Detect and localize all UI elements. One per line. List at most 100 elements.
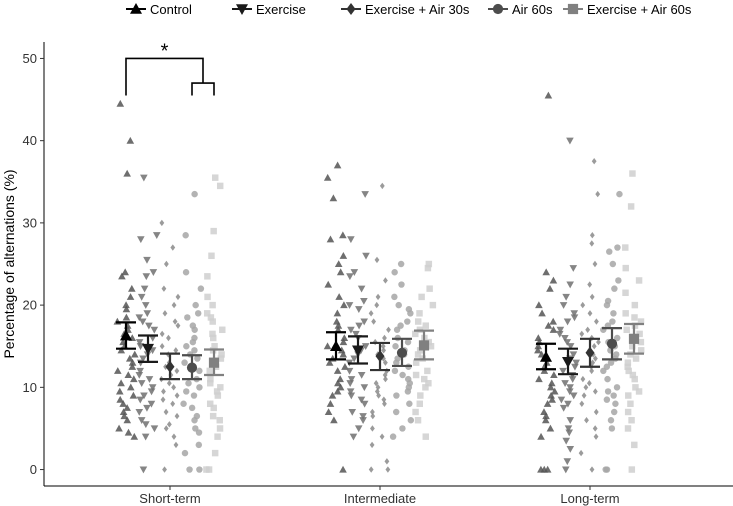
significance-bracket — [125, 57, 204, 96]
data-point — [211, 342, 218, 350]
data-point — [339, 350, 348, 358]
data-point — [361, 191, 369, 198]
data-point — [113, 367, 122, 374]
data-point — [549, 325, 558, 333]
data-point — [137, 293, 146, 301]
data-point — [333, 309, 342, 317]
data-point — [209, 330, 216, 338]
data-point — [385, 466, 391, 473]
data-point — [563, 318, 572, 326]
data-point — [116, 395, 125, 403]
data-point — [375, 293, 381, 301]
data-point — [218, 351, 225, 358]
data-point — [171, 384, 177, 391]
data-point — [566, 417, 575, 425]
data-point — [195, 429, 203, 436]
data-point — [191, 416, 198, 424]
data-point — [383, 277, 388, 284]
data-point — [538, 309, 546, 317]
data-point — [635, 277, 643, 284]
data-point — [347, 376, 356, 383]
data-point — [579, 330, 585, 338]
data-point — [592, 388, 598, 395]
data-point — [181, 449, 189, 457]
data-point — [162, 310, 168, 317]
data-point — [586, 380, 592, 387]
legend-label: Exercise + Air 60s — [587, 2, 692, 17]
data-point — [136, 396, 145, 404]
data-point — [593, 408, 599, 416]
data-point — [380, 343, 386, 350]
data-point — [384, 458, 390, 465]
data-point — [609, 318, 616, 325]
data-point — [124, 428, 133, 436]
data-point — [416, 310, 423, 317]
data-point — [196, 367, 203, 375]
data-point — [379, 433, 385, 440]
data-point — [189, 338, 197, 346]
data-point — [407, 416, 415, 424]
data-point — [548, 395, 556, 403]
mean-marker — [418, 340, 430, 351]
data-point — [129, 391, 138, 399]
data-point — [161, 388, 166, 395]
data-point — [546, 424, 555, 432]
data-point — [610, 408, 618, 416]
data-point — [216, 425, 224, 432]
data-point — [207, 379, 214, 387]
data-point — [581, 392, 587, 399]
data-point — [561, 334, 569, 342]
data-point — [374, 301, 380, 309]
data-point — [589, 367, 595, 375]
data-point — [126, 293, 135, 300]
data-point — [192, 425, 199, 432]
data-point — [163, 260, 169, 268]
data-point — [609, 260, 617, 268]
data-point — [333, 161, 342, 169]
data-point — [631, 375, 638, 383]
data-point — [350, 355, 358, 363]
data-point — [426, 285, 433, 292]
data-point — [555, 330, 564, 338]
data-point — [192, 301, 199, 309]
data-point — [563, 458, 572, 466]
legend-item: Control — [126, 2, 192, 17]
data-point — [544, 321, 553, 329]
data-point — [622, 264, 629, 272]
data-point — [183, 388, 190, 395]
data-point — [369, 441, 375, 449]
data-point — [414, 416, 422, 424]
data-point — [217, 384, 224, 391]
data-point — [190, 392, 198, 399]
data-point — [206, 367, 213, 375]
data-point — [429, 301, 437, 309]
data-point — [579, 400, 585, 407]
data-point — [166, 380, 172, 387]
data-point — [534, 334, 543, 342]
x-tick-label: Short-term — [139, 491, 200, 506]
data-point — [393, 359, 400, 366]
data-point — [214, 392, 222, 399]
data-point — [197, 285, 205, 292]
data-point — [166, 334, 171, 342]
data-point — [335, 293, 343, 300]
data-point — [147, 388, 156, 396]
data-point — [116, 99, 125, 107]
data-point — [148, 334, 157, 342]
data-point — [414, 351, 422, 358]
data-point — [627, 203, 635, 210]
data-point — [632, 384, 639, 391]
data-point — [334, 321, 343, 329]
data-point — [368, 310, 374, 317]
data-point — [370, 412, 376, 420]
data-point — [595, 190, 601, 198]
data-point — [549, 317, 557, 325]
data-point — [339, 231, 347, 239]
data-point — [589, 293, 595, 301]
data-point — [632, 355, 640, 362]
data-point — [425, 260, 433, 268]
data-point — [347, 236, 355, 244]
legend-label: Exercise — [256, 2, 306, 17]
data-point — [635, 388, 643, 395]
data-point — [147, 400, 156, 408]
